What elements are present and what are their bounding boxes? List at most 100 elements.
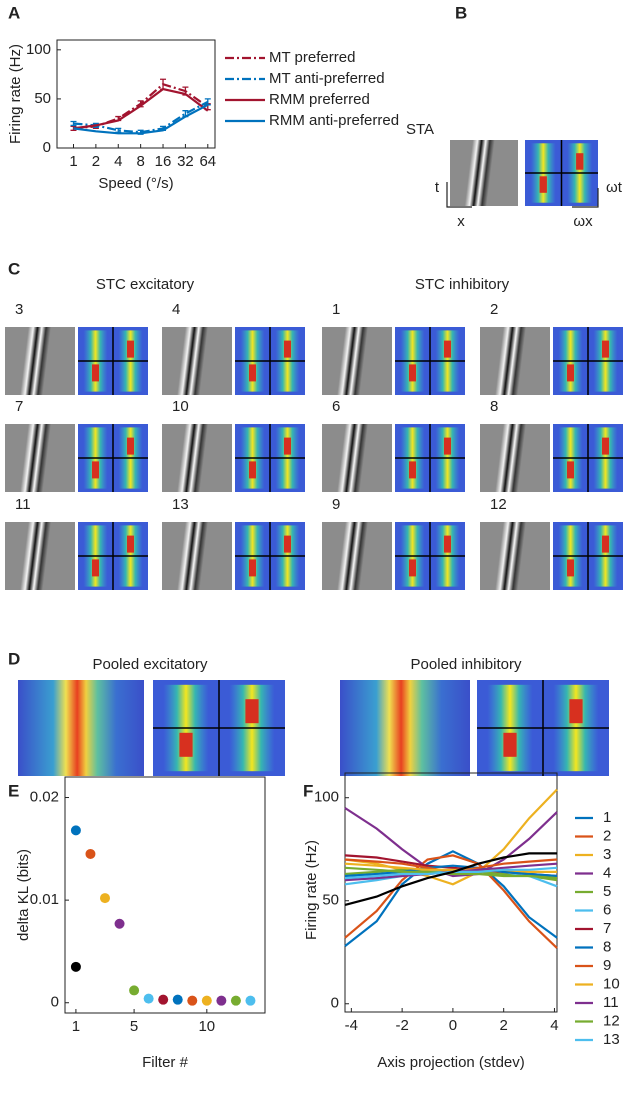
sta-title: STA xyxy=(406,121,434,138)
filter-image xyxy=(162,327,232,395)
filter-image xyxy=(322,327,392,395)
bracket xyxy=(446,182,472,208)
point xyxy=(143,993,154,1004)
point xyxy=(245,995,256,1006)
point xyxy=(100,893,110,904)
axes-box xyxy=(344,772,558,1013)
legend-label: 4 xyxy=(603,864,611,881)
spectrum-peak xyxy=(409,559,416,577)
y-tick-label: 0 xyxy=(43,139,51,156)
legend-label: 6 xyxy=(603,901,611,918)
x-tick-label: -2 xyxy=(395,1017,408,1034)
point xyxy=(230,995,241,1006)
pooled-image xyxy=(340,680,470,776)
axes-box xyxy=(64,776,266,1014)
filter-number: 4 xyxy=(172,301,180,318)
pooled-image xyxy=(18,680,144,776)
y-tick-label: 50 xyxy=(34,90,51,107)
spectrum-peak xyxy=(409,461,416,479)
series-line xyxy=(73,87,209,130)
series-line xyxy=(344,807,558,878)
spectrum-peak xyxy=(576,153,584,170)
point xyxy=(129,985,140,996)
x-tick-label: 1 xyxy=(69,153,77,170)
filter-number: 9 xyxy=(332,496,340,513)
error-bar xyxy=(70,120,77,127)
series-line xyxy=(344,852,557,906)
spectrum-peak xyxy=(249,559,256,577)
x-tick-label: 0 xyxy=(449,1017,457,1034)
x-axis-label: Axis projection (stdev) xyxy=(377,1054,525,1071)
section-title: Pooled excitatory xyxy=(92,656,208,673)
spectrum-peak xyxy=(284,535,291,553)
legend-label: 9 xyxy=(603,957,611,974)
filter-image xyxy=(480,424,550,492)
spectrum-peak xyxy=(602,437,609,455)
legend-label: RMM preferred xyxy=(269,91,370,108)
panel-label: A xyxy=(8,3,20,22)
axis-label: ωx xyxy=(573,213,593,230)
filter-image xyxy=(322,424,392,492)
panel-label: D xyxy=(8,649,20,668)
axis-label: t xyxy=(435,179,440,196)
filter-image xyxy=(322,522,392,590)
filter-number: 6 xyxy=(332,398,340,415)
filter-image xyxy=(480,327,550,395)
point xyxy=(216,995,227,1006)
section-title: STC inhibitory xyxy=(415,276,510,293)
spectrum-peak xyxy=(444,437,451,455)
filter-image xyxy=(162,424,232,492)
panel-label: F xyxy=(303,781,313,800)
panel-label: E xyxy=(8,781,19,800)
x-tick-label: 4 xyxy=(114,153,122,170)
bracket xyxy=(572,188,599,208)
spectrum-peak xyxy=(92,364,99,382)
y-tick-label: 0.02 xyxy=(30,788,59,805)
spectrum-peak xyxy=(92,559,99,577)
spectrum-peak xyxy=(503,732,517,757)
spectrum-peak xyxy=(444,340,451,358)
x-tick-label: 1 xyxy=(72,1018,80,1035)
spectrum-peak xyxy=(602,340,609,358)
legend-label: RMM anti-preferred xyxy=(269,112,399,129)
y-tick-label: 100 xyxy=(26,41,51,58)
legend-label: MT preferred xyxy=(269,49,355,66)
y-tick-label: 50 xyxy=(322,892,339,909)
x-tick-label: 16 xyxy=(155,153,172,170)
legend-label: 13 xyxy=(603,1031,620,1048)
x-tick-label: 8 xyxy=(136,153,144,170)
spectrum-peak xyxy=(569,699,583,724)
point xyxy=(172,994,183,1005)
spectrum-peak xyxy=(567,559,574,577)
x-tick-label: 4 xyxy=(550,1017,558,1034)
legend-label: 5 xyxy=(603,883,611,900)
spectrum-peak xyxy=(245,699,259,724)
legend-label: 2 xyxy=(603,827,611,844)
filter-number: 1 xyxy=(332,301,340,318)
point xyxy=(114,918,125,929)
legend-label: 7 xyxy=(603,920,611,937)
legend-label: 8 xyxy=(603,938,611,955)
y-tick-label: 0.01 xyxy=(30,891,59,908)
filter-image xyxy=(450,140,518,206)
spectrum-peak xyxy=(127,535,134,553)
x-tick-label: 32 xyxy=(177,153,194,170)
y-tick-label: 100 xyxy=(314,789,339,806)
series-line xyxy=(344,864,558,878)
y-axis-label: Firing rate (Hz) xyxy=(303,840,320,940)
point xyxy=(85,848,96,859)
spectrum-peak xyxy=(179,732,193,757)
point xyxy=(158,994,169,1005)
filter-image xyxy=(5,424,75,492)
point xyxy=(70,961,81,972)
spectrum-peak xyxy=(127,437,134,455)
axes-box xyxy=(56,39,216,149)
spectrum-peak xyxy=(567,364,574,382)
filter-number: 7 xyxy=(15,398,23,415)
x-tick-label: -4 xyxy=(345,1017,358,1034)
section-title: STC excitatory xyxy=(96,276,195,293)
spectrum-peak xyxy=(602,535,609,553)
filter-number: 11 xyxy=(15,496,31,513)
filter-image xyxy=(5,327,75,395)
y-axis-label: Firing rate (Hz) xyxy=(7,44,24,144)
